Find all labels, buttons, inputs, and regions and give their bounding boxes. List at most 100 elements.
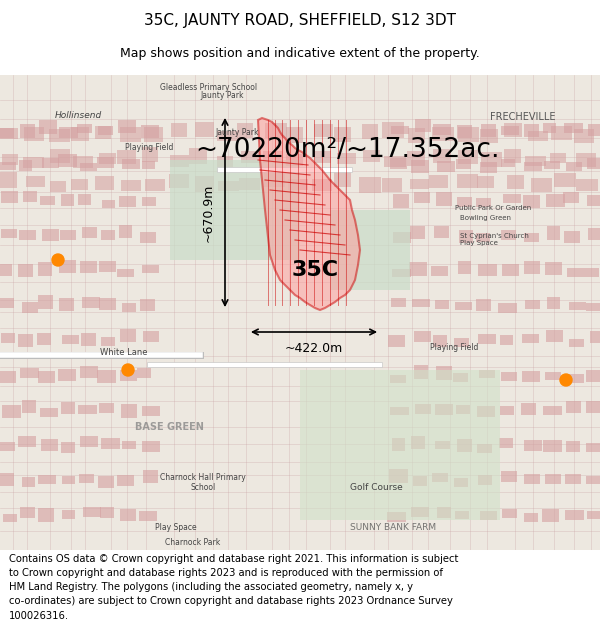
Bar: [393, 194, 409, 208]
Bar: [100, 507, 115, 518]
Bar: [300, 370, 500, 520]
Bar: [1, 333, 15, 343]
Bar: [98, 153, 116, 164]
Bar: [530, 178, 552, 192]
Bar: [101, 337, 115, 346]
Text: 100026316.: 100026316.: [9, 611, 69, 621]
Bar: [586, 370, 600, 382]
Bar: [455, 302, 472, 310]
Bar: [142, 161, 155, 169]
Bar: [122, 303, 136, 312]
Bar: [586, 401, 599, 413]
Bar: [62, 476, 76, 484]
Text: Playing Field: Playing Field: [430, 343, 478, 352]
Bar: [587, 195, 600, 206]
Text: Hollinsend: Hollinsend: [55, 111, 102, 120]
Circle shape: [122, 364, 134, 376]
Bar: [409, 262, 427, 276]
Bar: [437, 161, 455, 172]
Bar: [362, 124, 379, 139]
Text: SUNNY BANK FARM: SUNNY BANK FARM: [350, 523, 436, 532]
Bar: [62, 510, 75, 519]
Bar: [566, 401, 581, 412]
Bar: [77, 124, 92, 133]
Text: ~670.9m: ~670.9m: [202, 184, 215, 242]
Bar: [22, 302, 38, 313]
Bar: [0, 371, 16, 383]
Bar: [587, 511, 600, 519]
Bar: [195, 122, 214, 138]
Bar: [546, 330, 563, 342]
Bar: [391, 298, 406, 308]
Bar: [37, 333, 52, 345]
Bar: [286, 127, 302, 142]
Bar: [567, 374, 584, 383]
Bar: [564, 122, 583, 133]
Bar: [547, 226, 560, 240]
Bar: [61, 194, 74, 206]
Bar: [481, 124, 496, 138]
Bar: [23, 157, 44, 168]
Bar: [19, 230, 36, 240]
Bar: [382, 122, 404, 138]
Bar: [61, 402, 76, 414]
Bar: [265, 123, 287, 138]
Bar: [523, 195, 540, 208]
Bar: [410, 226, 425, 239]
Bar: [481, 511, 497, 520]
Bar: [390, 159, 407, 169]
Bar: [142, 197, 156, 206]
Bar: [38, 295, 53, 309]
Bar: [97, 370, 116, 383]
Bar: [119, 196, 136, 208]
Bar: [385, 156, 406, 168]
Bar: [587, 158, 600, 169]
Bar: [80, 163, 97, 171]
Bar: [2, 514, 17, 522]
Bar: [477, 444, 492, 453]
Bar: [501, 471, 517, 482]
Text: ~70220m²/~17.352ac.: ~70220m²/~17.352ac.: [195, 137, 499, 163]
Bar: [431, 266, 448, 276]
Bar: [218, 181, 239, 191]
Bar: [26, 176, 45, 187]
Bar: [170, 160, 300, 260]
Bar: [436, 192, 452, 206]
Text: Charnock Park: Charnock Park: [165, 538, 220, 547]
Bar: [547, 298, 560, 309]
Bar: [81, 333, 96, 346]
Bar: [410, 160, 429, 172]
Bar: [98, 298, 116, 310]
Bar: [239, 178, 260, 190]
Bar: [433, 124, 451, 135]
Bar: [263, 151, 281, 163]
Bar: [388, 335, 404, 348]
Bar: [20, 507, 35, 518]
Bar: [576, 153, 596, 167]
Bar: [38, 508, 55, 522]
Text: Contains OS data © Crown copyright and database right 2021. This information is : Contains OS data © Crown copyright and d…: [9, 554, 458, 564]
Bar: [143, 331, 159, 342]
Bar: [194, 176, 214, 192]
Bar: [476, 299, 491, 311]
Bar: [458, 261, 471, 274]
Bar: [171, 123, 187, 138]
Bar: [586, 268, 599, 277]
Bar: [50, 181, 66, 192]
Bar: [551, 126, 572, 140]
Bar: [20, 368, 38, 378]
Text: White Lane: White Lane: [100, 348, 148, 357]
Bar: [334, 127, 351, 142]
Text: FRECHEVILLE: FRECHEVILLE: [490, 112, 556, 122]
Bar: [410, 507, 429, 518]
Bar: [22, 400, 37, 413]
Bar: [586, 444, 600, 452]
Bar: [337, 153, 356, 164]
Bar: [546, 194, 565, 208]
Text: St Cyprian's Church
Play Space: St Cyprian's Church Play Space: [460, 233, 529, 246]
Bar: [38, 262, 52, 276]
Bar: [241, 151, 260, 162]
Bar: [1, 229, 17, 238]
Bar: [544, 161, 560, 169]
Text: BASE GREEN: BASE GREEN: [135, 422, 204, 432]
